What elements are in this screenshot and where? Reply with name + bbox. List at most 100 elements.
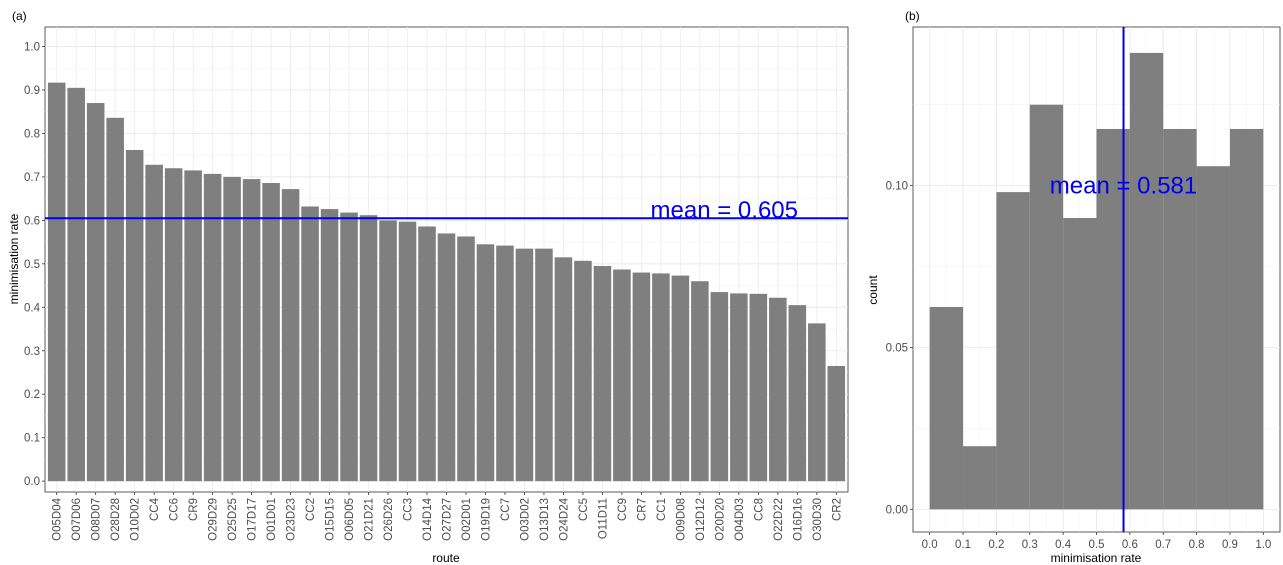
- x-tick-label: O05D04: [52, 497, 64, 540]
- x-tick-label: O12D12: [695, 498, 707, 541]
- x-tick-label: O11D11: [597, 498, 609, 539]
- x-tick-label: O01D01: [266, 498, 278, 541]
- bar: [86, 103, 105, 482]
- x-tick-label: O23D23: [286, 498, 298, 541]
- bar: [301, 206, 319, 482]
- bar: [671, 275, 690, 482]
- x-tick-label: CC9: [617, 498, 629, 521]
- x-tick-label: CR9: [188, 498, 200, 521]
- x-tick-label: O28D28: [110, 498, 122, 541]
- x-tick-label: CC6: [169, 498, 181, 521]
- panel-a: (a) mean = 0.605 0.00.10.20.30.40.50.60.…: [7, 9, 849, 565]
- x-tick-label: 1.0: [1255, 539, 1271, 551]
- bar: [554, 257, 573, 482]
- x-tick-label: CC2: [305, 498, 317, 521]
- panel-a-bars: [47, 82, 846, 482]
- y-tick-label: 0.0: [24, 476, 40, 488]
- bar: [281, 189, 300, 482]
- x-tick-label: O26D26: [383, 498, 395, 541]
- panel-b-x-title: minimisation rate: [1051, 551, 1142, 565]
- bar: [67, 87, 85, 482]
- x-tick-label: 0.6: [1122, 539, 1138, 551]
- x-tick-label: CC7: [500, 498, 512, 521]
- y-tick-label: 0.3: [24, 346, 40, 358]
- panel-b-y-title: count: [866, 275, 880, 305]
- x-tick-label: O24D24: [558, 497, 570, 540]
- panel-a-label: (a): [12, 9, 27, 23]
- y-tick-label: 0.05: [886, 342, 908, 354]
- x-tick-label: O20D20: [714, 498, 726, 541]
- bar: [320, 209, 339, 482]
- bar: [652, 273, 670, 482]
- panel-a-mean-label: mean = 0.605: [651, 197, 798, 224]
- bar: [788, 305, 807, 482]
- bar: [827, 365, 846, 482]
- x-tick-label: O27D27: [442, 498, 454, 541]
- x-tick-label: CC4: [149, 497, 161, 521]
- x-tick-label: O25D25: [227, 498, 239, 541]
- x-tick-label: 0.1: [955, 539, 971, 551]
- y-tick-label: 0.7: [24, 172, 40, 184]
- x-tick-label: 0.3: [1022, 539, 1038, 551]
- histogram-bar: [1063, 217, 1097, 510]
- x-tick-label: CC8: [753, 498, 765, 521]
- x-tick-label: O17D17: [247, 498, 259, 541]
- x-tick-label: O07D06: [71, 498, 83, 541]
- y-tick-label: 0.9: [24, 85, 40, 97]
- bar: [808, 323, 826, 482]
- y-tick-label: 0.6: [24, 215, 40, 227]
- bar: [242, 179, 261, 482]
- x-tick-label: O22D22: [773, 498, 785, 541]
- histogram-bar: [996, 192, 1030, 510]
- x-tick-label: O30D30: [812, 498, 824, 541]
- bar: [125, 149, 144, 482]
- panel-a-y-axis: 0.0 0.1 0.2 0.3 0.4 0.5 0.6 0.7 0.8 0.9 1.0: [24, 42, 45, 488]
- x-tick-label: O04D03: [734, 498, 746, 541]
- bar: [457, 236, 475, 482]
- x-tick-label: O29D29: [208, 498, 220, 541]
- bar: [203, 173, 222, 482]
- bar: [769, 297, 787, 482]
- bar: [496, 245, 514, 482]
- x-tick-label: CR7: [636, 498, 648, 521]
- x-tick-label: CR2: [831, 498, 843, 521]
- bar: [593, 266, 612, 482]
- histogram-bar: [1029, 104, 1064, 510]
- x-tick-label: O13D13: [539, 498, 551, 541]
- x-tick-label: O21D21: [364, 498, 376, 541]
- bar: [106, 117, 124, 482]
- panel-b-mean-label: mean = 0.581: [1050, 173, 1197, 200]
- histogram-bar: [1196, 166, 1230, 510]
- bar: [632, 272, 651, 482]
- x-tick-label: O19D19: [480, 498, 492, 541]
- bar: [730, 293, 748, 482]
- bar: [515, 248, 534, 482]
- panel-b-label: (b): [905, 9, 920, 23]
- histogram-bar: [929, 307, 964, 510]
- x-tick-label: O15D15: [325, 498, 337, 541]
- x-tick-label: CC5: [578, 498, 590, 521]
- bar: [379, 220, 397, 482]
- y-tick-label: 1.0: [24, 42, 40, 54]
- bar: [574, 260, 592, 482]
- x-tick-label: 0.9: [1222, 539, 1238, 551]
- y-tick-label: 0.8: [24, 128, 40, 140]
- bar: [535, 248, 553, 482]
- histogram-bar: [1163, 128, 1197, 510]
- bar: [749, 293, 768, 482]
- bar: [340, 212, 358, 482]
- bar: [223, 176, 241, 482]
- bar: [262, 183, 280, 482]
- histogram-bar: [1229, 128, 1264, 510]
- x-tick-label: O03D02: [519, 498, 531, 541]
- x-tick-label: 0.5: [1089, 539, 1105, 551]
- x-tick-label: O16D16: [792, 498, 804, 541]
- panel-b-bars: [929, 52, 1264, 510]
- panel-a-x-title: route: [432, 551, 460, 565]
- x-tick-label: 0.2: [988, 539, 1004, 551]
- panel-a-y-title: minimisation rate: [7, 213, 21, 304]
- x-tick-label: 0.8: [1189, 539, 1205, 551]
- bar: [184, 170, 202, 482]
- y-tick-label: 0.00: [886, 504, 908, 516]
